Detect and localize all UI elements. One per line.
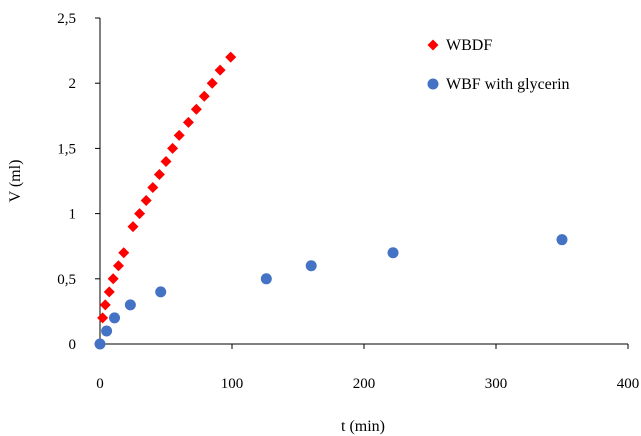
- data-point: [260, 273, 272, 285]
- data-points: [94, 51, 568, 350]
- x-tick-label: 0: [96, 376, 104, 392]
- x-tick-label: 400: [617, 376, 640, 392]
- y-tick-label: 0: [69, 337, 77, 353]
- data-point: [109, 312, 121, 324]
- data-point: [206, 77, 218, 89]
- y-tick-label: 0,5: [57, 272, 76, 288]
- y-tick-label: 2: [69, 76, 77, 92]
- data-point: [127, 221, 139, 233]
- data-point: [214, 64, 226, 76]
- data-point: [160, 155, 172, 167]
- series-0: [97, 51, 237, 324]
- data-point: [140, 195, 152, 207]
- data-point: [173, 129, 185, 141]
- x-axis-title: t (min): [341, 418, 385, 435]
- legend-marker: [427, 78, 439, 90]
- x-tick-label: 100: [221, 376, 244, 392]
- legend-label: WBF with glycerin: [446, 76, 570, 93]
- data-point: [99, 299, 111, 311]
- y-tick-label: 1,5: [57, 141, 76, 157]
- legend-label: WBDF: [446, 37, 492, 54]
- data-point: [112, 260, 124, 272]
- data-point: [134, 208, 146, 220]
- y-axis-ticks: 0 0,5 1 1,5 2 2,5: [57, 11, 100, 353]
- x-tick-label: 200: [353, 376, 376, 392]
- data-point: [225, 51, 237, 63]
- legend: WBDF WBF with glycerin: [427, 37, 570, 93]
- data-point: [182, 116, 194, 128]
- data-point: [155, 286, 167, 298]
- data-point: [198, 90, 210, 102]
- data-point: [387, 247, 399, 259]
- data-point: [190, 103, 202, 115]
- x-axis-ticks: 0 100 200 300 400: [96, 344, 639, 392]
- data-point: [94, 338, 106, 350]
- y-tick-label: 1: [69, 207, 77, 223]
- x-tick-label: 300: [485, 376, 508, 392]
- data-point: [103, 286, 115, 298]
- series-1: [94, 234, 568, 350]
- data-point: [97, 312, 109, 324]
- data-point: [153, 168, 165, 180]
- data-point: [147, 182, 159, 194]
- data-point: [118, 247, 130, 259]
- legend-item: WBF with glycerin: [427, 76, 570, 93]
- y-tick-label: 2,5: [57, 11, 76, 27]
- data-point: [107, 273, 119, 285]
- data-point: [124, 299, 136, 311]
- legend-marker: [427, 39, 439, 51]
- y-axis-title: V (ml): [7, 160, 24, 203]
- data-point: [167, 142, 179, 154]
- legend-item: WBDF: [427, 37, 492, 54]
- data-point: [556, 234, 568, 246]
- data-point: [305, 260, 317, 272]
- data-point: [101, 325, 113, 337]
